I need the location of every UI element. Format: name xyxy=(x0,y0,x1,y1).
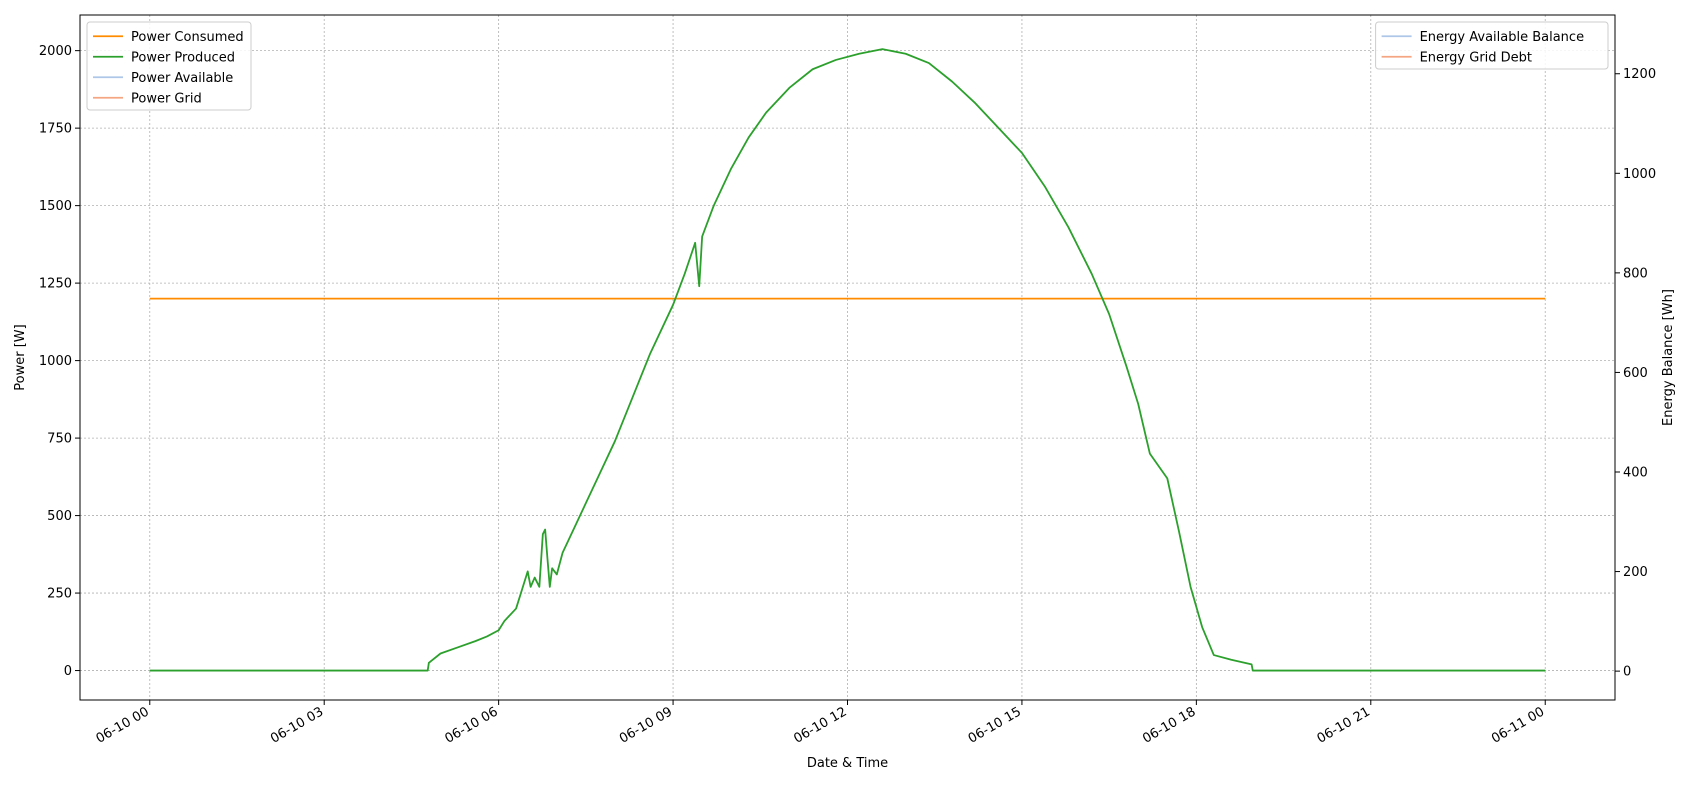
y-tick-label: 2000 xyxy=(39,44,72,59)
x-tick-label: 06-11 00 xyxy=(1489,704,1547,746)
legend-label: Energy Grid Debt xyxy=(1420,50,1532,65)
x-tick-label: 06-10 03 xyxy=(268,704,326,746)
legend-label: Power Grid xyxy=(131,91,202,106)
y-tick-label: 1000 xyxy=(39,354,72,369)
x-tick-label: 06-10 12 xyxy=(791,704,849,746)
y-tick-label: 1250 xyxy=(39,277,72,292)
legend-label: Power Produced xyxy=(131,50,235,65)
legend-box xyxy=(1375,21,1609,70)
y2-tick-label: 0 xyxy=(1623,665,1631,680)
y2-tick-label: 200 xyxy=(1623,565,1648,580)
x-tick-label: 06-10 09 xyxy=(617,704,675,746)
legend-label: Power Available xyxy=(131,71,233,86)
x-tick-label: 06-10 18 xyxy=(1140,704,1198,746)
y-axis-left-label: Power [W] xyxy=(13,324,28,390)
plot-frame xyxy=(79,14,1616,701)
legend-right: Energy Available Balance Energy Grid Debt xyxy=(1375,21,1609,70)
x-tick-label: 06-10 00 xyxy=(94,704,152,746)
series-line-power-produced xyxy=(149,48,1546,672)
y-tick-label: 750 xyxy=(47,432,72,447)
y-tick-label: 500 xyxy=(47,509,72,524)
y-tick-label: 1500 xyxy=(39,199,72,214)
x-tick-label: 06-10 06 xyxy=(443,704,501,746)
y-axis-left: 0 250 500 750 1000 1250 1500 1750 2000 xyxy=(39,44,80,679)
series-lines xyxy=(149,48,1546,672)
y-axis-right: 0 200 400 600 800 1000 1200 xyxy=(1615,67,1656,680)
y2-tick-label: 400 xyxy=(1623,465,1648,480)
x-tick-label: 06-10 21 xyxy=(1315,704,1373,746)
y2-tick-label: 600 xyxy=(1623,366,1648,381)
y-tick-label: 250 xyxy=(47,587,72,602)
y2-tick-label: 800 xyxy=(1623,266,1648,281)
grid-lines xyxy=(80,15,1615,700)
x-tick-label: 06-10 15 xyxy=(966,704,1024,746)
y2-tick-label: 1000 xyxy=(1623,167,1656,182)
x-axis: 06-10 00 06-10 03 06-10 06 06-10 09 06-10 12… xyxy=(94,700,1547,747)
y-tick-label: 0 xyxy=(64,664,72,679)
legend-label: Power Consumed xyxy=(131,30,244,45)
y-tick-label: 1750 xyxy=(39,122,72,137)
legend-box xyxy=(86,21,252,111)
legend-left: Power Consumed Power Produced Power Availa… xyxy=(86,21,252,111)
x-axis-label: Date & Time xyxy=(807,756,888,771)
y2-tick-label: 1200 xyxy=(1623,67,1656,82)
y-axis-right-label: Energy Balance [Wh] xyxy=(1661,289,1676,426)
legend-label: Energy Available Balance xyxy=(1420,30,1584,45)
